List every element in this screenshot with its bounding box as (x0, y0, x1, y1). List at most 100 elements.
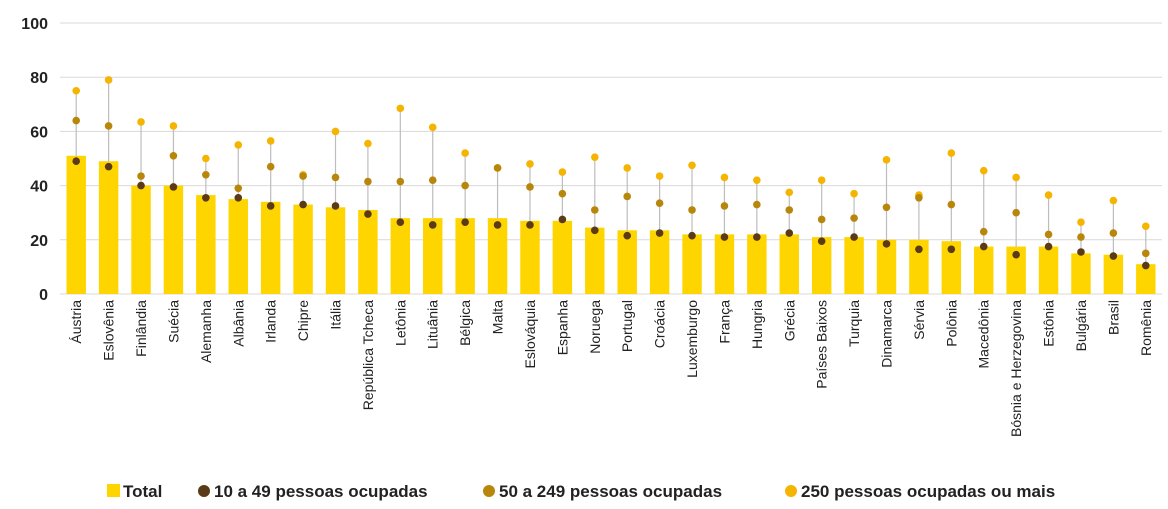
x-category-label: Estônia (1041, 300, 1057, 347)
bar-total (1136, 264, 1156, 294)
dot-10-a-49-pessoas-ocupadas (915, 245, 923, 254)
bar-total (779, 234, 799, 294)
dot-50-a-249-pessoas-ocupadas (493, 164, 502, 172)
dot-250-pessoas-ocupadas-ou-mais (72, 86, 81, 95)
dot-10-a-49-pessoas-ocupadas (655, 229, 664, 237)
bar-total (811, 237, 832, 294)
dot-50-a-249-pessoas-ocupadas (947, 200, 956, 209)
x-category-label: Bélgica (457, 300, 473, 346)
dot-250-pessoas-ocupadas-ou-mais (850, 189, 858, 198)
dot-50-a-249-pessoas-ocupadas (558, 189, 567, 198)
x-category-label: Itália (328, 300, 344, 330)
dot-50-a-249-pessoas-ocupadas (234, 184, 243, 193)
dot-250-pessoas-ocupadas-ou-mais (202, 154, 210, 163)
dot-10-a-49-pessoas-ocupadas (169, 183, 178, 191)
x-category-label: Macedônia (976, 300, 992, 369)
bar-total (1103, 254, 1124, 294)
dot-50-a-249-pessoas-ocupadas (590, 206, 599, 214)
dot-50-a-249-pessoas-ocupadas (364, 177, 372, 186)
y-tick-label: 60 (30, 124, 48, 141)
dot-50-a-249-pessoas-ocupadas (104, 122, 113, 130)
dot-250-pessoas-ocupadas-ou-mais (1012, 173, 1020, 182)
dot-250-pessoas-ocupadas-ou-mais (526, 160, 534, 168)
dot-10-a-49-pessoas-ocupadas (882, 240, 891, 248)
dot-50-a-249-pessoas-ocupadas (1012, 208, 1020, 217)
x-category-label: Países Baixos (814, 300, 830, 389)
dot-10-a-49-pessoas-ocupadas (461, 218, 469, 226)
bars (66, 155, 1156, 294)
dot-250-pessoas-ocupadas-ou-mais (428, 123, 437, 132)
dot-10-a-49-pessoas-ocupadas (1012, 250, 1020, 259)
dot-10-a-49-pessoas-ocupadas (266, 202, 275, 210)
dot-10-a-49-pessoas-ocupadas (753, 233, 761, 241)
dot-250-pessoas-ocupadas-ou-mais (655, 172, 664, 180)
dot-10-a-49-pessoas-ocupadas (720, 233, 729, 241)
dot-50-a-249-pessoas-ocupadas (1141, 249, 1150, 258)
dot-10-a-49-pessoas-ocupadas (785, 229, 794, 237)
dot-50-a-249-pessoas-ocupadas (979, 227, 988, 236)
legend-label: 10 a 49 pessoas ocupadas (214, 482, 428, 501)
dot-10-a-49-pessoas-ocupadas (526, 221, 534, 229)
dot-10-a-49-pessoas-ocupadas (299, 200, 307, 209)
dot-50-a-249-pessoas-ocupadas (655, 199, 664, 208)
dot-50-a-249-pessoas-ocupadas (915, 193, 923, 202)
dot-250-pessoas-ocupadas-ou-mais (1141, 222, 1150, 231)
dot-50-a-249-pessoas-ocupadas (526, 183, 534, 191)
dot-250-pessoas-ocupadas-ou-mais (396, 104, 405, 113)
dot-50-a-249-pessoas-ocupadas (753, 200, 761, 209)
dot-10-a-49-pessoas-ocupadas (1109, 252, 1118, 260)
x-category-label: Irlanda (263, 300, 279, 343)
dot-250-pessoas-ocupadas-ou-mais (753, 176, 761, 184)
dot-250-pessoas-ocupadas-ou-mais (137, 118, 145, 126)
dot-50-a-249-pessoas-ocupadas (850, 214, 858, 222)
bar-total (455, 218, 475, 294)
dot-10-a-49-pessoas-ocupadas (72, 157, 81, 166)
dot-250-pessoas-ocupadas-ou-mais (169, 122, 178, 130)
x-category-label: Chipre (295, 300, 311, 341)
bar-total (520, 220, 540, 294)
y-tick-label: 20 (30, 233, 48, 250)
dot-50-a-249-pessoas-ocupadas (331, 173, 340, 182)
dot-250-pessoas-ocupadas-ou-mais (590, 153, 599, 161)
dot-250-pessoas-ocupadas-ou-mais (817, 176, 826, 184)
bar-total (66, 155, 86, 294)
legend-swatch-dot (785, 485, 797, 497)
bar-total (1006, 246, 1026, 294)
x-category-label: Letônia (392, 300, 408, 346)
x-category-label: Croácia (652, 300, 668, 348)
dot-50-a-249-pessoas-ocupadas (396, 177, 405, 186)
bar-total (876, 239, 897, 294)
x-category-label: Eslováquia (522, 300, 538, 369)
dot-50-a-249-pessoas-ocupadas (785, 206, 794, 214)
dot-10-a-49-pessoas-ocupadas (979, 242, 988, 251)
dot-250-pessoas-ocupadas-ou-mais (104, 76, 113, 84)
dot-250-pessoas-ocupadas-ou-mais (266, 137, 275, 145)
bar-total (260, 201, 281, 294)
dot-50-a-249-pessoas-ocupadas (428, 176, 437, 184)
bar-total (585, 227, 605, 294)
x-category-label: Turquia (846, 300, 862, 347)
dot-10-a-49-pessoas-ocupadas (558, 215, 567, 224)
x-category-label: Bósnia e Herzegovina (1008, 300, 1024, 437)
dot-10-a-49-pessoas-ocupadas (1141, 261, 1150, 270)
dot-250-pessoas-ocupadas-ou-mais (785, 188, 794, 197)
dot-10-a-49-pessoas-ocupadas (623, 231, 632, 240)
x-category-label: Hungria (749, 300, 765, 349)
dot-50-a-249-pessoas-ocupadas (623, 192, 632, 201)
bar-total (649, 230, 670, 294)
bar-total (98, 161, 119, 294)
legend-label: 50 a 249 pessoas ocupadas (499, 482, 722, 501)
dot-10-a-49-pessoas-ocupadas (428, 221, 437, 229)
dot-10-a-49-pessoas-ocupadas (493, 221, 502, 229)
x-category-label: Romênia (1138, 300, 1154, 356)
bar-total (1071, 253, 1091, 294)
x-category-label: Finlândia (133, 300, 149, 357)
dot-250-pessoas-ocupadas-ou-mais (720, 173, 729, 182)
x-category-label: Luxemburgo (684, 300, 700, 378)
bar-total (747, 234, 767, 294)
y-tick-label: 100 (21, 16, 48, 33)
dot-10-a-49-pessoas-ocupadas (396, 218, 405, 226)
x-category-label: Suécia (165, 300, 181, 343)
dot-50-a-249-pessoas-ocupadas (202, 170, 210, 179)
